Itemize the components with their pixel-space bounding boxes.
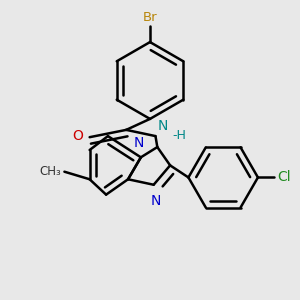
Text: N: N [150, 194, 161, 208]
Text: N: N [134, 136, 144, 150]
Text: N: N [157, 119, 168, 133]
Text: O: O [72, 130, 83, 143]
Text: -H: -H [172, 129, 186, 142]
Text: CH₃: CH₃ [40, 165, 62, 178]
Text: Cl: Cl [277, 170, 291, 184]
Text: Br: Br [143, 11, 157, 24]
